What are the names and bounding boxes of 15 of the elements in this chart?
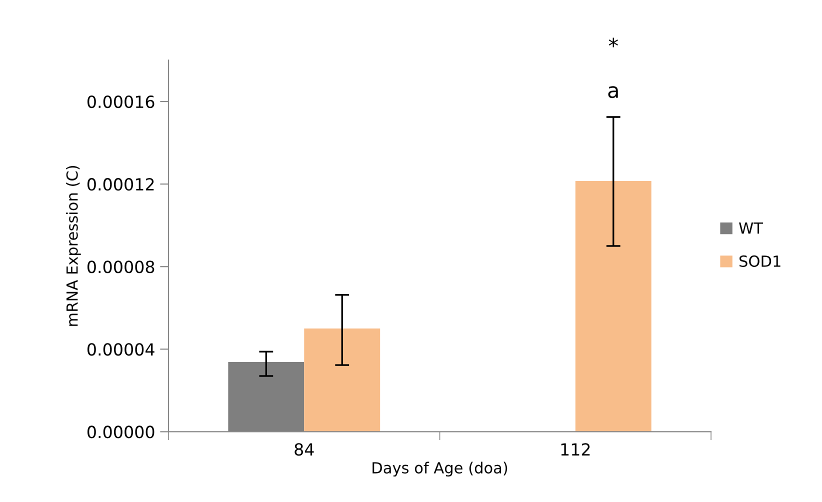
- y-axis-title: mRNA Expression (C): [66, 166, 81, 326]
- y-tick-label: 0.00000: [87, 426, 154, 438]
- x-axis-title: Days of Age (doa): [372, 462, 508, 477]
- y-tick-label: 0.00008: [87, 260, 154, 274]
- y-tick-label: 0.00016: [87, 95, 154, 108]
- legend-label: SOD1: [740, 255, 780, 267]
- text: *: [608, 38, 618, 48]
- y-tick-label: 0.00012: [87, 178, 154, 191]
- x-tick-label: 112: [561, 443, 590, 456]
- bar: [575, 180, 652, 432]
- annotation: a: [608, 86, 618, 98]
- y-tick-label: 0.00004: [87, 343, 154, 356]
- x-tick-label: 84: [294, 443, 314, 456]
- legend-label: WT: [739, 222, 764, 234]
- bar: [304, 328, 380, 432]
